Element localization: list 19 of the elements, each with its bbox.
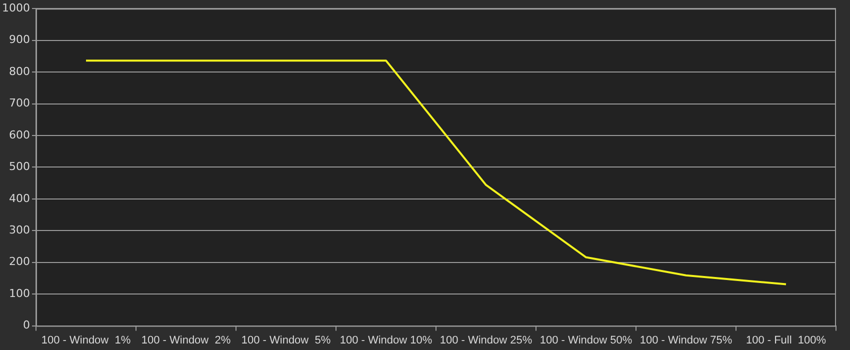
x-tick-label: 100 - Window 1% xyxy=(41,334,131,346)
y-tick-label: 800 xyxy=(8,64,30,78)
y-tick-label: 500 xyxy=(8,160,30,174)
y-tick-label: 300 xyxy=(8,224,30,236)
x-tick-label: 100 - Window 2% xyxy=(141,334,231,346)
x-tick-label: 100 - Window 5% xyxy=(241,334,331,346)
y-tick-label: 200 xyxy=(8,255,30,268)
y-tick-label: 900 xyxy=(8,33,30,46)
x-tick-label: 100 - Window 50% xyxy=(540,334,632,346)
x-tick-label: 100 - Window 25% xyxy=(440,334,532,346)
x-tick-label: 100 - Window 75% xyxy=(640,334,732,346)
y-tick-label: 1000 xyxy=(2,1,30,14)
y-tick-label: 0 xyxy=(22,318,30,332)
x-tick-label: 100 - Window 10% xyxy=(340,334,432,346)
y-tick-label: 100 xyxy=(8,286,30,300)
y-tick-label: 700 xyxy=(8,96,30,110)
y-tick-label: 600 xyxy=(8,128,30,142)
y-tick-label: 400 xyxy=(8,192,30,205)
x-tick-label: 100 - Full 100% xyxy=(746,334,826,346)
